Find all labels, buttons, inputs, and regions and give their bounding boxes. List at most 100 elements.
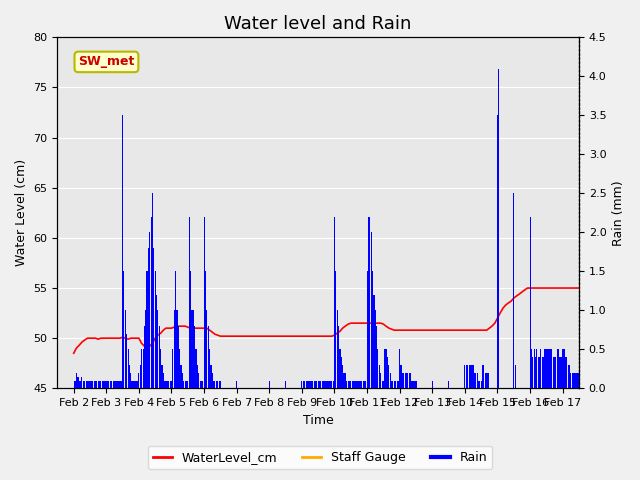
Title: Water level and Rain: Water level and Rain (225, 15, 412, 33)
Bar (357, 381, 358, 388)
Bar (308, 381, 309, 388)
Bar (410, 373, 411, 388)
Bar (384, 349, 385, 388)
Bar (198, 373, 199, 388)
Bar (432, 381, 433, 388)
Bar (348, 381, 349, 388)
Bar (365, 381, 366, 388)
Bar (337, 311, 338, 388)
Bar (404, 373, 406, 388)
Bar (111, 381, 113, 388)
Bar (559, 357, 561, 388)
Bar (547, 349, 548, 388)
Bar (305, 381, 307, 388)
Bar (127, 349, 129, 388)
Bar (497, 115, 498, 388)
Bar (179, 349, 180, 388)
Bar (468, 365, 470, 388)
Bar (538, 357, 539, 388)
Bar (392, 381, 394, 388)
Bar (412, 381, 413, 388)
Bar (546, 349, 547, 388)
Bar (472, 365, 474, 388)
Bar (107, 381, 108, 388)
Bar (183, 381, 184, 388)
Bar (182, 373, 183, 388)
Bar (379, 365, 380, 388)
Bar (563, 349, 564, 388)
Bar (106, 381, 107, 388)
Bar (77, 377, 79, 388)
Bar (202, 381, 204, 388)
Bar (150, 217, 152, 388)
Bar (103, 381, 104, 388)
Bar (171, 381, 172, 388)
Bar (236, 381, 237, 388)
Bar (88, 381, 89, 388)
Bar (205, 271, 206, 388)
Bar (402, 373, 403, 388)
Bar (217, 381, 218, 388)
Bar (498, 69, 499, 388)
Bar (586, 381, 588, 388)
Bar (81, 377, 83, 388)
Bar (161, 365, 163, 388)
Bar (155, 271, 156, 388)
Bar (513, 193, 515, 388)
Bar (558, 349, 559, 388)
Bar (149, 232, 150, 388)
Bar (100, 381, 101, 388)
Bar (529, 217, 531, 388)
Bar (209, 349, 210, 388)
Bar (355, 381, 356, 388)
Bar (167, 381, 168, 388)
Bar (554, 357, 555, 388)
Bar (118, 381, 119, 388)
Bar (160, 349, 161, 388)
Bar (479, 381, 481, 388)
Bar (338, 326, 339, 388)
Bar (164, 381, 165, 388)
Bar (377, 349, 378, 388)
Bar (577, 373, 578, 388)
Bar (485, 373, 486, 388)
Bar (200, 381, 201, 388)
Y-axis label: Rain (mm): Rain (mm) (612, 180, 625, 246)
Bar (562, 349, 563, 388)
Bar (195, 349, 196, 388)
Bar (342, 365, 343, 388)
Bar (564, 357, 566, 388)
X-axis label: Time: Time (303, 414, 333, 427)
Bar (394, 381, 395, 388)
Bar (550, 349, 551, 388)
Bar (345, 373, 346, 388)
Bar (532, 357, 533, 388)
Bar (339, 349, 340, 388)
Bar (314, 381, 315, 388)
Bar (143, 349, 144, 388)
Bar (356, 381, 357, 388)
Bar (93, 381, 95, 388)
Bar (535, 357, 536, 388)
Bar (80, 381, 81, 388)
Bar (201, 381, 202, 388)
Bar (79, 381, 80, 388)
Bar (515, 365, 516, 388)
Bar (543, 357, 545, 388)
Bar (125, 311, 126, 388)
Bar (568, 365, 569, 388)
Bar (104, 381, 106, 388)
Bar (483, 365, 484, 388)
Bar (383, 381, 384, 388)
Bar (303, 381, 304, 388)
Bar (141, 349, 142, 388)
Bar (178, 326, 179, 388)
Bar (361, 381, 362, 388)
Bar (466, 365, 467, 388)
Bar (83, 381, 84, 388)
Bar (110, 381, 111, 388)
Bar (115, 381, 116, 388)
Bar (545, 349, 546, 388)
Bar (351, 381, 353, 388)
Bar (129, 365, 130, 388)
